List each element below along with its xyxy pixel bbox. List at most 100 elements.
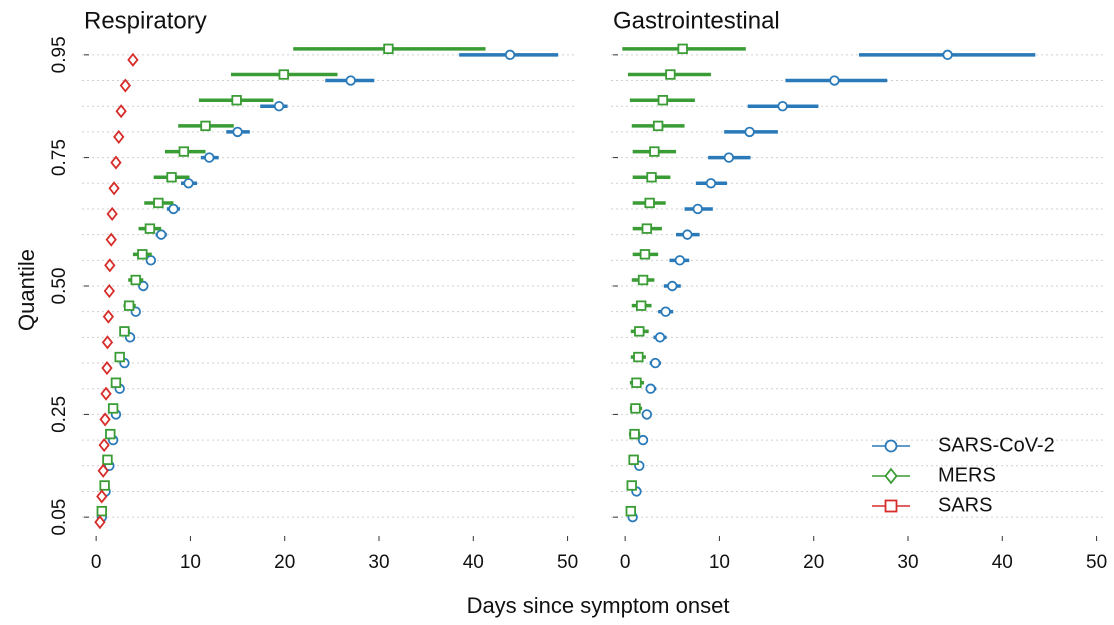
point [278, 69, 289, 80]
x-tick-label: 20 [274, 552, 295, 573]
point [102, 454, 113, 465]
point [633, 351, 644, 363]
x-tick-label: 50 [557, 552, 578, 573]
point [705, 178, 717, 189]
point [646, 172, 657, 183]
point [96, 489, 108, 504]
point [231, 95, 242, 106]
point [654, 332, 666, 343]
legend-label: MERS [938, 464, 996, 486]
point [145, 255, 157, 266]
point [97, 463, 109, 478]
x-tick-label: 10 [709, 552, 730, 573]
point [652, 120, 664, 132]
point [626, 480, 637, 491]
point [637, 274, 649, 286]
point [102, 309, 115, 324]
x-axis-label: Days since symptom onset [467, 593, 730, 618]
point [123, 300, 135, 311]
point [649, 146, 660, 157]
point [103, 283, 115, 299]
point [101, 360, 113, 376]
point [155, 229, 167, 240]
point [130, 274, 141, 286]
point [628, 454, 639, 465]
point [692, 203, 703, 215]
point [677, 43, 688, 55]
point [634, 326, 645, 337]
point [744, 126, 755, 138]
point [127, 52, 139, 67]
point [110, 377, 122, 388]
point [674, 255, 686, 266]
point [645, 383, 656, 394]
point [99, 412, 111, 427]
legend-marker [884, 499, 898, 513]
x-tick-label: 30 [897, 552, 918, 573]
x-tick-label: 0 [91, 552, 102, 573]
point [144, 223, 156, 234]
y-tick-label: 0.05 [49, 499, 70, 536]
point [98, 438, 110, 453]
point [168, 203, 179, 215]
point [723, 152, 735, 163]
point [942, 49, 953, 61]
y-axis-label: Quantile [14, 249, 39, 331]
point [504, 49, 516, 61]
point [665, 69, 676, 80]
point [137, 249, 148, 260]
panel-title: Respiratory [84, 7, 207, 34]
x-tick-label: 40 [463, 552, 484, 573]
point [114, 351, 125, 363]
point [660, 306, 671, 317]
point [232, 126, 243, 138]
point [829, 75, 840, 86]
point [383, 43, 394, 55]
point [101, 335, 114, 350]
y-tick-label: 0.50 [49, 268, 70, 305]
point [113, 129, 125, 144]
point [96, 505, 108, 517]
point [644, 197, 655, 209]
x-tick-label: 30 [368, 552, 389, 573]
y-tick-label: 0.75 [49, 139, 70, 176]
x-tick-label: 40 [992, 552, 1013, 573]
point [100, 386, 112, 401]
point [682, 229, 693, 240]
point [657, 95, 669, 106]
y-tick-label: 0.95 [49, 36, 70, 73]
point [345, 75, 356, 86]
point [153, 197, 164, 209]
point [106, 206, 118, 222]
point [650, 357, 661, 369]
x-tick-label: 20 [803, 552, 824, 573]
point [110, 155, 122, 170]
point [200, 120, 211, 132]
point [629, 428, 640, 440]
point [625, 505, 637, 517]
point [631, 377, 642, 388]
legend-label: SARS [938, 494, 992, 516]
point [99, 480, 110, 491]
point [94, 515, 106, 530]
point [166, 172, 177, 183]
point [108, 181, 120, 196]
x-tick-label: 50 [1086, 552, 1107, 573]
point [635, 300, 647, 311]
point [630, 403, 641, 414]
point [115, 104, 127, 119]
point [104, 258, 116, 273]
x-tick-label: 10 [180, 552, 201, 573]
point [641, 409, 653, 420]
y-tick-label: 0.25 [49, 396, 70, 433]
x-tick-label: 0 [620, 552, 631, 573]
legend-label: SARS-CoV-2 [938, 434, 1055, 456]
point [105, 232, 117, 247]
point [273, 101, 285, 112]
point [667, 280, 678, 292]
legend-marker [884, 439, 898, 453]
point [637, 434, 649, 446]
point [119, 326, 130, 337]
point [178, 146, 190, 157]
